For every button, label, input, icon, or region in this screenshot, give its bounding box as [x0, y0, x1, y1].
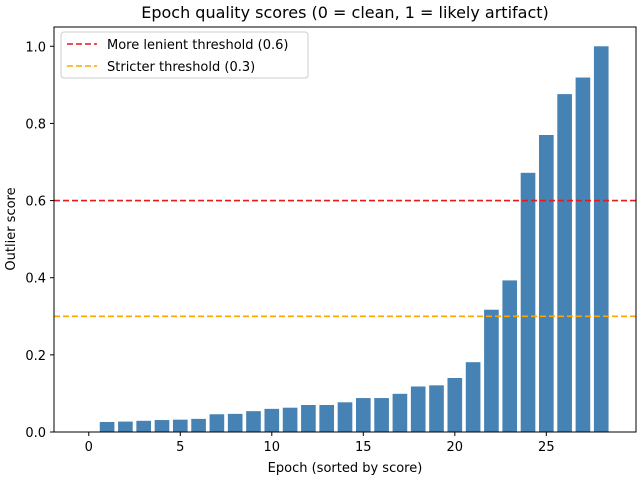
bar — [136, 420, 151, 432]
bar — [429, 385, 444, 432]
x-tick-label: 20 — [447, 440, 464, 455]
y-axis-label: Outlier score — [4, 187, 19, 270]
y-tick-label: 0.2 — [25, 349, 46, 364]
bar — [575, 77, 591, 433]
bar — [99, 421, 115, 432]
bar — [539, 135, 554, 432]
bar — [319, 405, 335, 432]
bar — [301, 405, 316, 432]
plot-frame — [53, 26, 637, 433]
reference-lines — [54, 199, 636, 318]
bar — [392, 393, 408, 432]
y-tick-label: 0.0 — [25, 426, 46, 441]
bar — [172, 419, 188, 432]
bar — [246, 411, 261, 432]
bar — [557, 94, 572, 432]
y-axis-ticks: 0.0 0.2 0.4 0.6 0.8 1.0 — [25, 40, 54, 441]
legend-label-stricter-threshold: Stricter threshold (0.3) — [107, 60, 255, 75]
bar — [484, 309, 499, 432]
bar — [447, 378, 463, 432]
bar — [337, 402, 353, 432]
x-tick-label: 10 — [264, 440, 281, 455]
x-axis-label: Epoch (sorted by score) — [268, 461, 423, 476]
bar — [410, 386, 426, 432]
chart-title: Epoch quality scores (0 = clean, 1 = lik… — [141, 3, 549, 22]
bar — [264, 408, 280, 432]
bars-group — [99, 46, 609, 433]
bar — [227, 413, 243, 432]
y-tick-label: 0.8 — [25, 117, 46, 132]
bar — [209, 414, 225, 432]
legend-label-lenient-threshold: More lenient threshold (0.6) — [107, 38, 288, 53]
x-tick-label: 5 — [176, 440, 184, 455]
x-tick-label: 0 — [85, 440, 93, 455]
legend-box — [60, 31, 309, 79]
bar — [118, 421, 133, 432]
bar — [282, 407, 298, 432]
legend: More lenient threshold (0.6) Stricter th… — [60, 31, 309, 79]
y-tick-label: 1.0 — [25, 40, 46, 55]
bar — [355, 398, 371, 432]
bar — [154, 420, 170, 432]
x-tick-label: 25 — [538, 440, 555, 455]
y-tick-label: 0.6 — [25, 195, 46, 210]
bar — [593, 46, 609, 433]
x-tick-label: 15 — [355, 440, 372, 455]
bar — [465, 362, 481, 432]
x-axis-ticks: 0 5 10 15 20 25 — [85, 432, 555, 455]
y-tick-label: 0.4 — [25, 272, 46, 287]
bar — [191, 418, 206, 432]
bar — [374, 398, 389, 432]
bar — [520, 172, 536, 433]
bar — [502, 280, 518, 432]
